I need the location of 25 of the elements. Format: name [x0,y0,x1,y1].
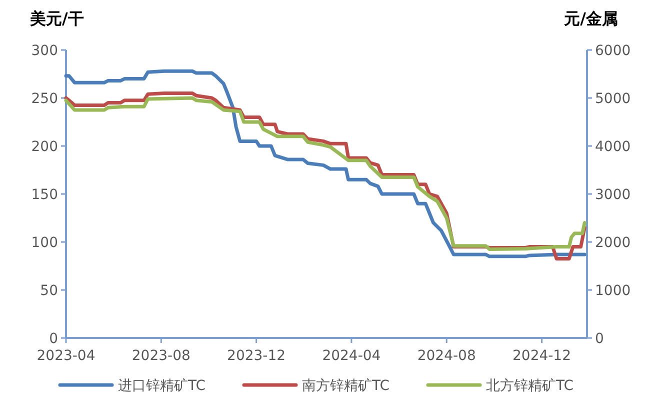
legend-label: 北方锌精矿TC [486,378,574,394]
x-tick-label: 2024-04 [322,348,381,364]
y2-tick-label: 5000 [595,91,631,107]
y2-tick-label: 2000 [595,235,631,251]
y2-axis-title: 元/金属 [563,9,618,28]
y2-tick-label: 3000 [595,187,631,203]
y-axis-title: 美元/干 [29,9,84,28]
y2-tick-label: 6000 [595,43,631,59]
x-tick-label: 2023-04 [36,348,96,364]
y-tick-label: 200 [31,139,58,155]
legend-label: 进口锌精矿TC [118,378,206,394]
y-tick-label: 300 [31,43,58,59]
y2-tick-label: 4000 [595,139,631,155]
x-tick-label: 2023-08 [132,348,190,364]
x-tick-label: 2024-08 [417,348,476,364]
y2-tick-label: 1000 [595,283,631,299]
legend-label: 南方锌精矿TC [302,378,390,394]
y-tick-label: 250 [31,91,58,107]
y2-tick-label: 0 [595,331,604,347]
x-tick-label: 2024-12 [512,348,572,364]
y-tick-label: 100 [31,235,58,251]
y-tick-label: 150 [31,187,58,203]
x-tick-label: 2023-12 [227,348,286,364]
y-tick-label: 50 [40,283,58,299]
y-tick-label: 0 [49,331,58,347]
